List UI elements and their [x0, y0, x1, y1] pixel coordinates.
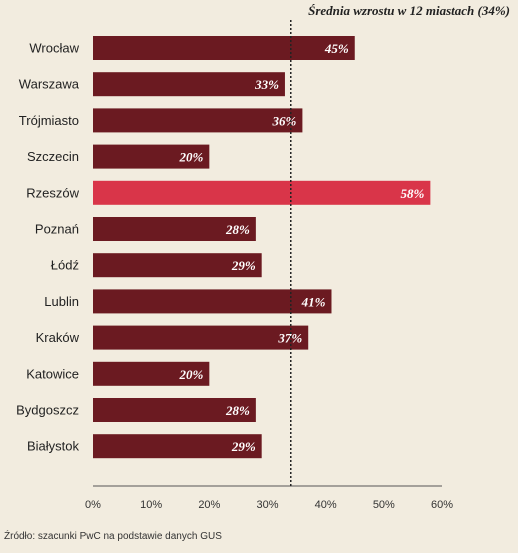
data-label: 20%: [178, 367, 203, 382]
data-label: 58%: [401, 186, 425, 201]
bar: [93, 361, 210, 386]
category-label: Bydgoszcz: [16, 403, 79, 418]
bar: [93, 325, 309, 350]
category-label: Kraków: [36, 330, 80, 345]
bar: [93, 180, 431, 205]
bar: [93, 144, 210, 169]
x-tick-label: 40%: [315, 499, 337, 511]
bar: [93, 217, 256, 241]
bar: [93, 36, 355, 60]
data-label: 29%: [231, 439, 256, 454]
average-label: Średnia wzrostu w 12 miastach (34%): [308, 3, 510, 18]
data-label: 28%: [225, 222, 250, 237]
x-tick-label: 30%: [256, 499, 278, 511]
category-label: Trójmiasto: [19, 113, 79, 128]
category-label: Białystok: [27, 439, 80, 454]
data-label: 45%: [324, 41, 349, 56]
bars: [93, 36, 431, 459]
data-label: 36%: [272, 113, 297, 128]
bar: [93, 253, 262, 278]
x-tick-label: 20%: [198, 499, 220, 511]
category-label: Łódź: [51, 258, 79, 273]
category-label: Poznań: [35, 222, 79, 237]
category-labels: Wrocław Warszawa Trójmiasto Szczecin Rzeszów…: [16, 41, 80, 454]
bar: [93, 108, 303, 133]
x-tick-label: 0%: [85, 499, 101, 511]
category-label: Lublin: [44, 294, 79, 309]
category-label: Wrocław: [29, 41, 79, 56]
data-labels: 45% 33% 36% 20% 58% 28% 29% 41% 37% 20% 28% 29%: [178, 41, 424, 454]
data-label: 20%: [178, 150, 203, 165]
category-label: Rzeszów: [26, 185, 79, 200]
bar: [93, 72, 285, 97]
data-label: 37%: [277, 331, 302, 346]
data-label: 41%: [301, 294, 326, 309]
x-axis-ticks: 0% 10% 20% 30% 40% 50% 60%: [85, 499, 453, 511]
category-label: Warszawa: [19, 77, 80, 92]
bar: [93, 434, 262, 459]
data-label: 29%: [231, 258, 256, 273]
source-note: Źródło: szacunki PwC na podstawie danych…: [4, 531, 222, 542]
category-label: Szczecin: [27, 149, 79, 164]
bar: [93, 398, 256, 422]
x-tick-label: 10%: [140, 499, 162, 511]
x-tick-label: 60%: [431, 499, 453, 511]
category-label: Katowice: [26, 366, 79, 381]
data-label: 33%: [254, 77, 279, 92]
x-tick-label: 50%: [373, 499, 395, 511]
data-label: 28%: [225, 403, 250, 418]
bar: [93, 289, 332, 314]
